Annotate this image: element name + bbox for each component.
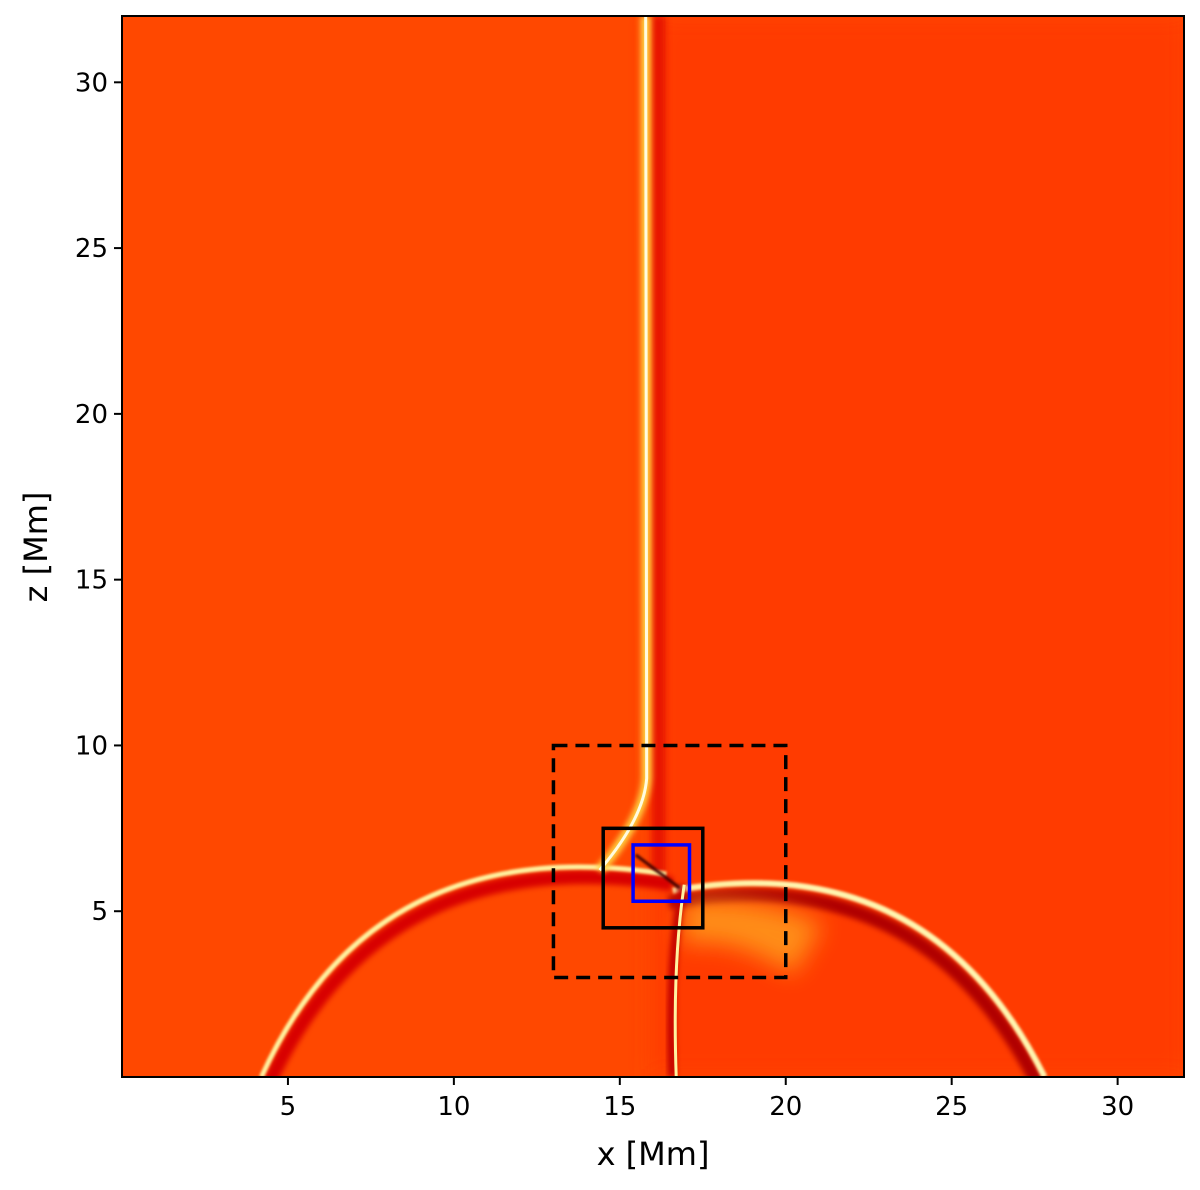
x-tick-label: 30 [1101, 1092, 1134, 1122]
y-tick-label: 15 [75, 566, 108, 596]
y-tick-label: 10 [75, 731, 108, 761]
right-arc-glow [682, 899, 823, 975]
left-arc-shadow [264, 869, 674, 1077]
y-tick-label: 25 [75, 234, 108, 264]
plot-area [122, 16, 1184, 1077]
sheet-dark-band [651, 16, 666, 879]
x-tick-label: 20 [769, 1092, 802, 1122]
x-tick-label: 10 [437, 1092, 470, 1122]
x-tick-label: 5 [280, 1092, 297, 1122]
heatmap-features [259, 16, 1184, 1077]
region-boxes [551, 743, 788, 980]
y-tick-label: 20 [75, 400, 108, 430]
current-sheet [598, 16, 649, 872]
right-shock-arc [672, 880, 1048, 1077]
y-tick-label: 5 [91, 897, 108, 927]
left-shock-arc [259, 864, 667, 1077]
x-point-mark [634, 853, 681, 890]
right-arc-shadow [667, 888, 1043, 1077]
lower-spike-shadow [667, 884, 687, 1077]
dashed-region-box [551, 743, 788, 980]
y-axis: 5 10 15 20 25 30 [75, 68, 122, 927]
y-tick-label: 30 [75, 68, 108, 98]
plot-frame [121, 15, 1185, 1078]
x-tick-label: 25 [935, 1092, 968, 1122]
x-axis: 5 10 15 20 25 30 [280, 1077, 1134, 1122]
black-region-box [601, 826, 705, 930]
y-axis-label: z [Mm] [17, 492, 55, 603]
lower-spike [673, 884, 686, 1077]
x-axis-label: x [Mm] [597, 1135, 710, 1173]
blue-region-box [631, 843, 692, 904]
x-tick-label: 15 [603, 1092, 636, 1122]
